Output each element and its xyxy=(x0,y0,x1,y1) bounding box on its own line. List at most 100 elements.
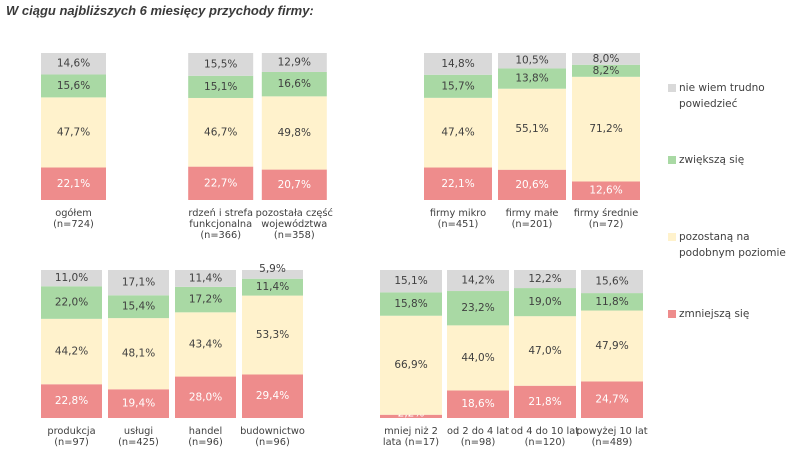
data-label: 15,1% xyxy=(394,275,427,287)
data-label: 71,2% xyxy=(589,123,622,135)
data-label: 15,7% xyxy=(441,80,474,92)
bar-segment-zmniejsza xyxy=(498,169,566,200)
bar-segment-nie_wiem xyxy=(41,270,102,287)
data-label: 16,6% xyxy=(278,78,311,90)
bar-segment-zwieksza xyxy=(498,68,566,89)
category-label: powyżej 10 lat (n=489) xyxy=(576,426,647,448)
data-label: 17,1% xyxy=(122,277,155,289)
data-label: 5,9% xyxy=(259,263,286,275)
category-label: budownictwo (n=96) xyxy=(240,426,305,448)
bar-segment-zmniejsza xyxy=(424,167,492,200)
bar-segment-zmniejsza xyxy=(447,390,509,418)
data-label: 14,6% xyxy=(57,58,90,70)
data-label: 11,8% xyxy=(595,296,628,308)
data-label: 18,6% xyxy=(461,398,494,410)
bar-segment-zmniejsza xyxy=(41,167,106,200)
data-label: 22,8% xyxy=(55,395,88,407)
data-label: 8,0% xyxy=(593,53,620,65)
bar-segment-zwieksza xyxy=(424,74,492,98)
data-label: 29,4% xyxy=(256,390,289,402)
bar-segment-nie_wiem xyxy=(380,270,442,293)
bar-segment-zwieksza xyxy=(188,75,254,98)
data-label: 12,6% xyxy=(589,185,622,197)
bar-segment-zwieksza xyxy=(380,292,442,316)
data-label: 47,9% xyxy=(595,340,628,352)
bar-segment-nie_wiem xyxy=(514,270,576,289)
legend-label-zmniejsza: zmniejszą się xyxy=(679,308,750,320)
data-label: 20,7% xyxy=(278,179,311,191)
bar-segment-zwieksza xyxy=(175,286,236,313)
bar-segment-pozostana xyxy=(380,315,442,415)
data-label: 19,4% xyxy=(122,398,155,410)
bar-segment-zwieksza xyxy=(572,64,640,77)
legend-label-pozostana: pozostaną na podobnym poziomie xyxy=(679,231,786,259)
category-label: handel (n=96) xyxy=(188,426,223,448)
data-label: 11,0% xyxy=(55,272,88,284)
bar-segment-zmniejsza xyxy=(242,374,303,418)
data-label: 19,0% xyxy=(528,296,561,308)
bar-segment-nie_wiem xyxy=(572,53,640,65)
data-label: 11,4% xyxy=(256,281,289,293)
bar-segment-pozostana xyxy=(175,312,236,377)
bar-segment-pozostana xyxy=(424,97,492,168)
legend-swatch-zmniejsza xyxy=(668,310,676,318)
bar-segment-zmniejsza xyxy=(175,376,236,418)
bar-segment-zwieksza xyxy=(447,291,509,326)
data-label: 15,6% xyxy=(57,80,90,92)
bar-segment-pozostana xyxy=(447,325,509,391)
legend-label-nie-wiem: nie wiem trudno powiedzieć xyxy=(679,82,765,110)
data-label: 12,9% xyxy=(278,56,311,68)
data-label: 14,8% xyxy=(441,58,474,70)
legend-swatch-pozostana xyxy=(668,233,676,241)
category-label: od 4 do 10 lat (n=120) xyxy=(511,426,579,448)
bar-segment-zmniejsza xyxy=(572,181,640,200)
bar-segment-nie_wiem xyxy=(498,53,566,69)
bar-segment-zmniejsza xyxy=(581,381,643,418)
data-label: 15,4% xyxy=(122,301,155,313)
data-label: 13,8% xyxy=(515,73,548,85)
bar-segment-nie_wiem xyxy=(188,53,254,76)
bar-segment-zmniejsza xyxy=(261,169,327,200)
bar-segment-pozostana xyxy=(41,97,106,168)
data-label: 44,2% xyxy=(55,346,88,358)
bar-segment-zwieksza xyxy=(108,295,169,319)
legend-label-zwieksza: zwiększą się xyxy=(679,154,745,166)
bar-segment-pozostana xyxy=(581,310,643,382)
data-label: 22,1% xyxy=(441,178,474,190)
bar-segment-nie_wiem xyxy=(108,270,169,296)
bar-segment-zmniejsza xyxy=(188,166,254,200)
data-label: 47,0% xyxy=(528,345,561,357)
legend-swatch-nie-wiem xyxy=(668,84,676,92)
bar-segment-zwieksza xyxy=(41,286,102,319)
data-label: 28,0% xyxy=(189,391,222,403)
bar-segment-zwieksza xyxy=(41,74,106,98)
category-label: mniej niż 2 lata (n=17) xyxy=(383,426,439,448)
data-label: 55,1% xyxy=(515,123,548,135)
bar-segment-pozostana xyxy=(242,295,303,375)
bar-segment-zmniejsza xyxy=(41,384,102,418)
bar-segment-pozostana xyxy=(514,316,576,386)
bar-segment-nie_wiem xyxy=(261,53,327,72)
bar-segment-pozostana xyxy=(261,96,327,170)
bar-segment-nie_wiem xyxy=(242,270,303,279)
chart-title: W ciągu najbliższych 6 miesięcy przychod… xyxy=(6,3,314,18)
category-label: firmy średnie (n=72) xyxy=(574,207,639,230)
data-label: 15,8% xyxy=(394,298,427,310)
category-label: firmy małe (n=201) xyxy=(506,208,559,230)
data-label: 22,1% xyxy=(57,178,90,190)
category-label: pozostała część województwa (n=358) xyxy=(256,207,333,241)
bar-segment-zwieksza xyxy=(514,288,576,317)
category-label: usługi (n=425) xyxy=(118,426,159,448)
data-label: 53,3% xyxy=(256,329,289,341)
data-label: 22,0% xyxy=(55,297,88,309)
bar-segment-zwieksza xyxy=(242,278,303,296)
bar-segment-pozostana xyxy=(188,97,254,167)
data-label: 17,2% xyxy=(189,294,222,306)
data-label: 15,6% xyxy=(595,276,628,288)
data-label: 20,6% xyxy=(515,179,548,191)
bar-segment-pozostana xyxy=(572,76,640,182)
bar-segment-pozostana xyxy=(108,318,169,390)
bar-segment-nie_wiem xyxy=(447,270,509,292)
bar-segment-zmniejsza xyxy=(380,414,442,418)
